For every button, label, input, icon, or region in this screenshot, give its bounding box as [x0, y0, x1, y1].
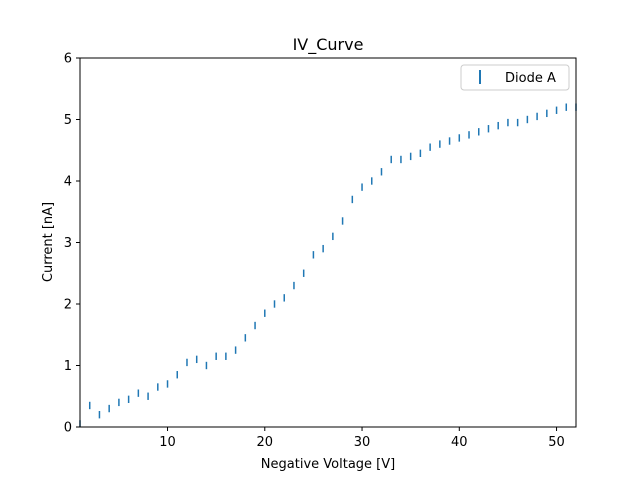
legend-box — [460, 64, 570, 91]
chart-title: IV_Curve — [293, 35, 364, 55]
y-tick-label: 3 — [64, 236, 72, 251]
x-tick-label: 10 — [159, 435, 176, 450]
y-tick-label: 6 — [64, 52, 72, 67]
x-tick-label: 40 — [451, 435, 468, 450]
y-tick-label: 5 — [64, 113, 72, 128]
x-axis-ticks: 10 20 30 40 50 — [159, 427, 565, 450]
plot-frame — [79, 57, 577, 428]
y-axis-label: Current [nA] — [41, 202, 56, 282]
y-tick-label: 1 — [64, 359, 72, 374]
x-axis-label: Negative Voltage [V] — [261, 457, 395, 472]
x-tick-label: 30 — [354, 435, 371, 450]
x-tick-label: 50 — [548, 435, 565, 450]
data-marks — [79, 103, 577, 427]
y-tick-label: 4 — [64, 175, 72, 190]
y-tick-label: 0 — [64, 421, 72, 436]
legend-label: Diode A — [505, 71, 556, 86]
y-tick-label: 2 — [64, 298, 72, 313]
legend: Diode A — [460, 64, 570, 91]
x-tick-label: 20 — [257, 435, 274, 450]
y-axis-ticks: 0 1 2 3 4 5 6 — [64, 52, 80, 436]
